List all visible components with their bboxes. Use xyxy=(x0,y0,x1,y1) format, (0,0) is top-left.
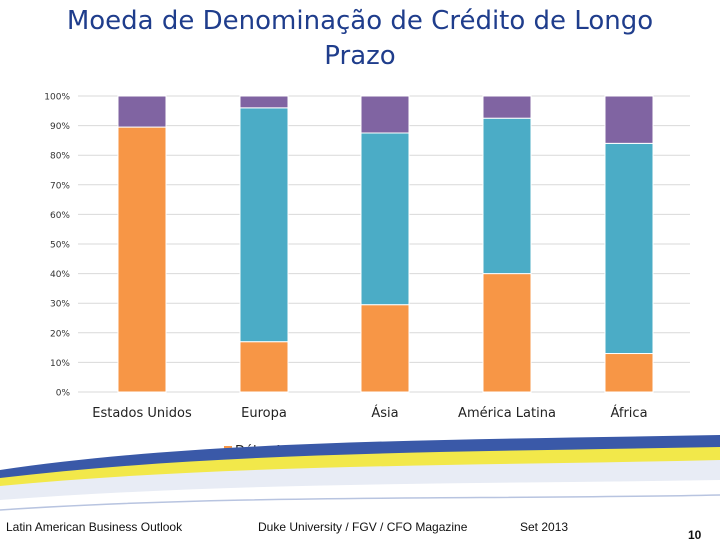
y-tick-label: 90% xyxy=(50,122,70,132)
bar-segment xyxy=(117,95,167,128)
footer-date-text: Set 2013 xyxy=(520,520,569,534)
bar-segment xyxy=(482,117,532,275)
slide-number: 10 xyxy=(688,528,702,542)
bar-segment xyxy=(117,126,167,393)
bar-segment xyxy=(482,95,532,119)
bar-segment xyxy=(239,107,289,343)
bar-segment xyxy=(604,95,654,144)
y-tick-label: 10% xyxy=(50,359,70,369)
x-tick-label: Europa xyxy=(241,406,287,421)
y-tick-label: 50% xyxy=(50,241,70,251)
footer-center-text: Duke University / FGV / CFO Magazine xyxy=(258,520,468,534)
x-tick-label: América Latina xyxy=(458,406,556,421)
bar-segment xyxy=(360,95,410,134)
y-tick-label: 0% xyxy=(56,389,71,399)
bar-segment xyxy=(239,95,289,109)
x-tick-label: Ásia xyxy=(371,405,398,421)
bar-segment xyxy=(239,341,289,393)
bar-segment xyxy=(604,142,654,355)
bar-segment xyxy=(482,273,532,393)
slide-title: Moeda de Denominação de Crédito de Longo… xyxy=(0,4,720,74)
y-tick-label: 80% xyxy=(50,152,70,162)
y-tick-label: 40% xyxy=(50,270,70,280)
y-tick-label: 30% xyxy=(50,300,70,310)
title-line-1: Moeda de Denominação de Crédito de Longo xyxy=(66,6,654,36)
y-tick-label: 20% xyxy=(50,329,70,339)
bar-segment xyxy=(360,304,410,393)
x-tick-label: Estados Unidos xyxy=(92,406,192,421)
footer-left-text: Latin American Business Outlook xyxy=(6,520,183,534)
x-tick-label: África xyxy=(610,405,647,421)
y-tick-label: 60% xyxy=(50,211,70,221)
bar-segment xyxy=(360,132,410,306)
y-tick-label: 100% xyxy=(44,93,70,103)
bar-segment xyxy=(604,353,654,393)
y-tick-label: 70% xyxy=(50,181,70,191)
title-line-2: Prazo xyxy=(324,41,396,71)
